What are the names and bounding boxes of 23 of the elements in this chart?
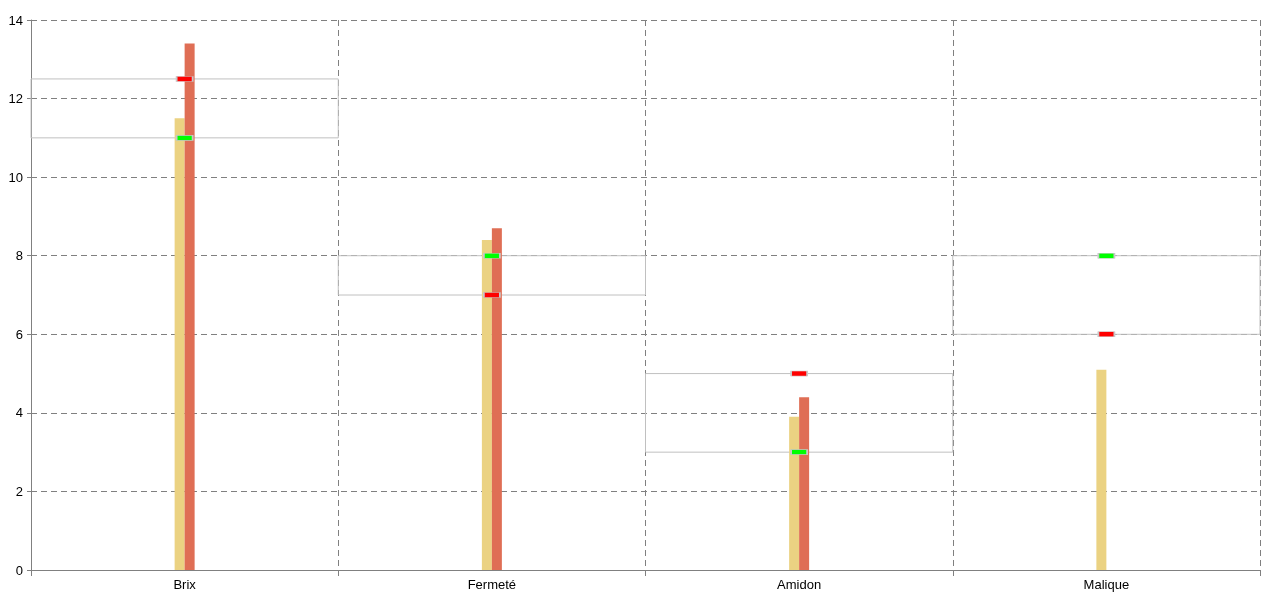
bar <box>481 240 492 570</box>
y-tick-label: 10 <box>8 169 23 185</box>
y-tick-label: 12 <box>8 91 23 107</box>
bar <box>184 43 195 570</box>
bar <box>1096 369 1107 570</box>
bar <box>30 78 339 139</box>
bar <box>952 255 1261 335</box>
bar <box>799 397 810 570</box>
y-tick-label: 14 <box>8 12 23 28</box>
bar <box>337 255 646 296</box>
bar <box>789 416 800 570</box>
y-tick-label: 4 <box>15 405 23 421</box>
x-tick-label: Brix <box>173 577 197 592</box>
bar <box>174 118 185 570</box>
x-tick-label: Malique <box>1083 577 1130 592</box>
x-tick-label: Amidon <box>777 577 822 592</box>
y-tick-label: 2 <box>15 483 23 499</box>
y-tick-label: 6 <box>15 326 23 342</box>
bar <box>491 228 502 570</box>
y-tick-label: 0 <box>15 562 23 578</box>
x-tick-label: Fermeté <box>467 577 517 592</box>
y-tick-label: 8 <box>15 248 23 264</box>
bar <box>645 373 954 453</box>
